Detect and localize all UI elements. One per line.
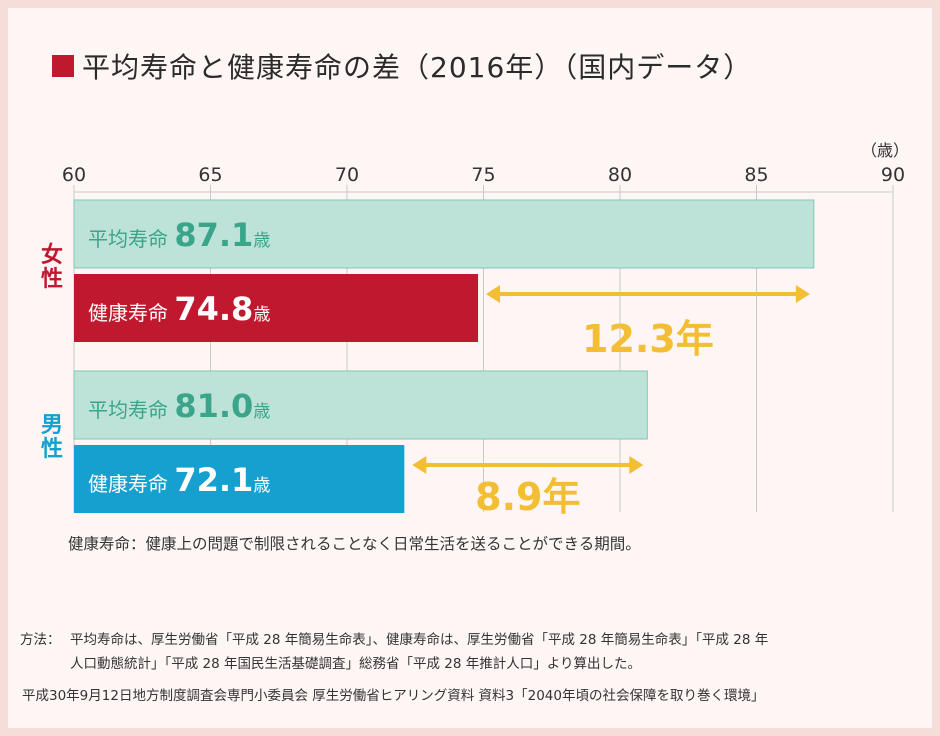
method-line-1: 平均寿命は、厚生労働省「平成 28 年簡易生命表」、健康寿命は、厚生労働省「平成… — [70, 632, 769, 648]
x-tick-label-60: 60 — [62, 164, 86, 186]
gap-arrow-left-head-male — [412, 456, 427, 474]
chart-title: 平均寿命と健康寿命の差（2016年）（国内データ） — [52, 46, 752, 86]
category-label-male-1: 性 — [41, 437, 63, 462]
x-tick-label-80: 80 — [608, 164, 632, 186]
avg-bar-male — [73, 370, 648, 440]
gap-value-female: 12.3年 — [582, 317, 714, 361]
health-bar-label-female: 健康寿命 74.8歳 — [88, 290, 270, 328]
x-tick-label-70: 70 — [335, 164, 359, 186]
x-tick-label-90: 90 — [881, 164, 905, 186]
health-bar-label-male: 健康寿命 72.1歳 — [88, 461, 270, 499]
chart-title-text: 平均寿命と健康寿命の差（2016年）（国内データ） — [82, 51, 753, 84]
x-tick-label-65: 65 — [198, 164, 222, 186]
gap-value-male: 8.9年 — [475, 475, 580, 519]
gap-arrow-right-head-female — [795, 285, 810, 303]
health-bar-male — [74, 445, 405, 513]
category-label-male-0: 男 — [41, 413, 63, 438]
x-axis-unit-label: （歳） — [861, 141, 909, 160]
footnote-definition: 健康寿命：健康上の問題で制限されることなく日常生活を送ることができる期間。 — [68, 535, 641, 553]
avg-bar-label-male: 平均寿命 81.0歳 — [88, 387, 270, 425]
category-label-female-1: 性 — [41, 267, 63, 292]
method-note: 方法： 平均寿命は、厚生労働省「平成 28 年簡易生命表」、健康寿命は、厚生労働… — [20, 628, 916, 676]
title-square-icon — [52, 55, 74, 77]
gap-arrow-left-head-female — [486, 285, 501, 303]
source-citation: 平成30年9月12日地方制度調査会専門小委員会 厚生労働省ヒアリング資料 資料3… — [22, 688, 765, 704]
method-label: 方法： — [20, 632, 61, 648]
avg-bar-female — [73, 199, 815, 269]
health-bar-female — [74, 274, 479, 342]
category-label-female-0: 女 — [41, 242, 63, 268]
gap-arrow-right-head-male — [629, 456, 644, 474]
x-tick-label-75: 75 — [471, 164, 495, 186]
chart-card — [8, 8, 932, 728]
x-tick-label-85: 85 — [744, 164, 768, 186]
method-line-2: 人口動態統計」「平成 28 年国民生活基礎調査」総務省「平成 28 年推計人口」… — [70, 656, 642, 672]
avg-bar-label-female: 平均寿命 87.1歳 — [88, 216, 270, 254]
